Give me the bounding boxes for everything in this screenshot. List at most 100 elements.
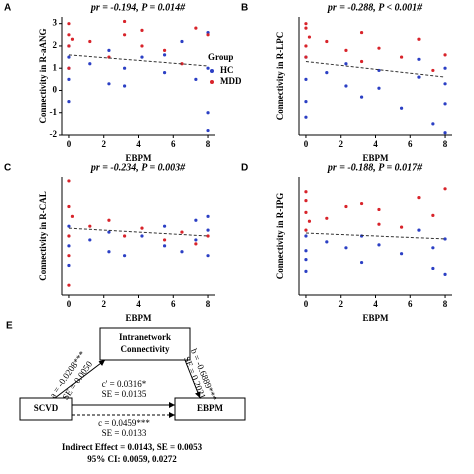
point <box>206 30 210 35</box>
legend-marker <box>210 69 214 73</box>
point <box>304 44 308 48</box>
point <box>162 48 167 52</box>
point <box>67 234 71 238</box>
node-box <box>99 327 191 361</box>
fit-line <box>68 227 209 237</box>
point <box>359 260 364 265</box>
legend-label: MDD <box>220 76 242 86</box>
node-box <box>174 397 246 421</box>
point <box>140 226 144 230</box>
point <box>443 102 447 106</box>
point <box>162 238 167 242</box>
panel-label: C <box>4 163 11 174</box>
point <box>359 95 364 99</box>
panel-label: E <box>6 321 13 332</box>
x-tick-label: 6 <box>408 139 413 149</box>
x-tick-label: 4 <box>136 299 141 309</box>
point <box>107 48 111 52</box>
point <box>304 269 308 273</box>
diagram: E Intranetwork Connectivity SCVD EBPM a … <box>6 321 246 464</box>
point <box>431 68 435 73</box>
point <box>417 37 421 41</box>
point <box>304 26 308 30</box>
x-tick-label: 2 <box>338 299 343 309</box>
point <box>377 46 381 50</box>
point <box>194 242 198 246</box>
y-axis-label: Connectivity in R-LPC <box>275 32 285 121</box>
point <box>304 199 308 203</box>
y-tick-label: 2 <box>53 40 58 50</box>
y-tick-label: 0 <box>53 85 58 95</box>
point <box>67 22 71 26</box>
point <box>359 30 364 35</box>
panel-label: D <box>241 163 248 174</box>
point <box>377 243 381 247</box>
point <box>344 48 348 52</box>
point <box>67 254 71 258</box>
x-tick-label: 8 <box>206 139 211 149</box>
point <box>67 179 71 183</box>
point <box>325 240 329 244</box>
point <box>180 62 184 66</box>
x-tick-label: 8 <box>206 299 211 309</box>
point <box>206 66 210 70</box>
point <box>67 55 71 59</box>
point <box>180 230 184 234</box>
point <box>344 62 348 66</box>
point <box>194 26 198 30</box>
arrow <box>184 359 201 399</box>
y-tick-label: 1 <box>53 62 58 72</box>
point <box>67 33 71 37</box>
x-tick-label: 4 <box>373 139 378 149</box>
point <box>304 228 308 232</box>
point <box>443 237 447 241</box>
point <box>180 250 184 254</box>
point <box>88 62 92 66</box>
point <box>304 249 308 253</box>
chart-title: pr = -0.194, P = 0.014# <box>90 2 186 13</box>
point <box>304 258 308 262</box>
point <box>206 254 210 258</box>
x-tick-label: 0 <box>304 299 309 309</box>
point <box>140 44 144 48</box>
fit-line <box>68 54 209 67</box>
y-axis-label: Connectivity in R-aANG <box>38 29 48 124</box>
point <box>67 100 71 104</box>
edge-label: c' = 0.0316* <box>102 379 147 389</box>
point <box>88 39 92 44</box>
point <box>431 122 435 126</box>
legend-marker <box>210 80 214 84</box>
fit-line <box>305 61 446 78</box>
point <box>359 201 364 206</box>
point <box>359 59 364 64</box>
x-tick-label: 8 <box>443 299 448 309</box>
point <box>140 234 144 238</box>
point <box>122 254 127 258</box>
point <box>304 77 308 81</box>
point <box>325 71 329 75</box>
edge-label: SE = 0.0135 <box>102 389 147 399</box>
point <box>67 204 71 209</box>
point <box>206 33 210 37</box>
point <box>67 66 71 70</box>
point <box>304 22 308 26</box>
point <box>325 216 329 220</box>
node-box <box>19 397 73 421</box>
point <box>67 263 71 268</box>
x-axis-label: EBPM <box>363 313 390 323</box>
point <box>431 246 435 250</box>
point <box>344 204 348 209</box>
point <box>304 190 308 194</box>
point <box>399 106 404 110</box>
edge-label: c = 0.0459*** <box>98 418 150 428</box>
x-axis-label: EBPM <box>126 313 153 323</box>
point <box>122 66 127 70</box>
y-axis-label: Connectivity in R-CAL <box>38 191 48 281</box>
point <box>377 207 381 212</box>
point <box>443 66 447 70</box>
point <box>417 75 421 79</box>
node-label: Connectivity <box>121 344 170 354</box>
point <box>377 86 381 90</box>
